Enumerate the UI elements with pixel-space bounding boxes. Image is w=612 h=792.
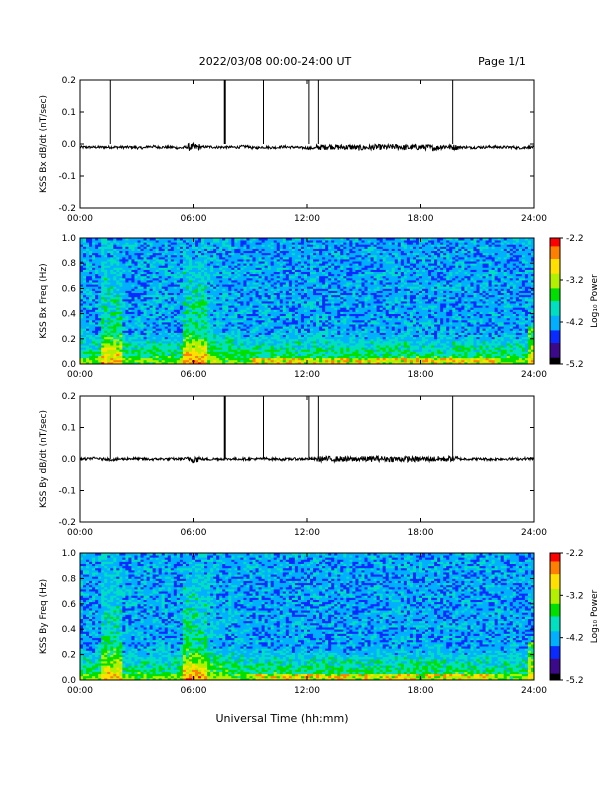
data-trace — [79, 141, 535, 152]
x-tick-label: 12:00 — [294, 214, 320, 224]
plot-frame — [79, 79, 535, 209]
x-axis-label: Universal Time (hh:mm) — [216, 712, 349, 725]
panel-1: 0.2 0.1 0.0 -0.1 -0.200:00 06:00 12:00 18:00 24:… — [39, 76, 547, 224]
y-tick-label: 0.6 — [62, 600, 77, 610]
x-tick-label: 12:00 — [294, 528, 320, 538]
colorbar-tick-label: -5.2 — [566, 360, 584, 370]
x-tick-label: 24:00 — [521, 528, 547, 538]
x-tick-label: 00:00 — [67, 370, 93, 380]
x-tick-label: 18:00 — [408, 370, 434, 380]
y-axis-label: KSS By dB/dt (nT/sec) — [39, 410, 49, 508]
x-tick-label: 18:00 — [408, 686, 434, 696]
y-tick-label: 0.0 — [62, 140, 77, 150]
page-indicator: Page 1/1 — [478, 55, 526, 68]
y-tick-label: 0.0 — [62, 360, 77, 370]
colorbar-tick-label: -4.2 — [566, 634, 584, 644]
x-tick-label: 00:00 — [67, 686, 93, 696]
colorbar-tick-label: -2.2 — [566, 234, 584, 244]
y-tick-label: 0.2 — [62, 335, 76, 345]
y-axis-label: KSS Bx Freq (Hz) — [39, 263, 49, 338]
y-tick-label: 0.2 — [62, 392, 76, 402]
panel-2: -2.2 -3.2 -4.2 -5.2 Log₁₀ Power 1.0 0.8 0.6 0.4 0… — [39, 234, 600, 380]
y-tick-label: 0.2 — [62, 651, 76, 661]
y-tick-label: 0.2 — [62, 76, 76, 86]
x-tick-label: 12:00 — [294, 370, 320, 380]
colorbar-tick-label: -2.2 — [566, 549, 584, 559]
x-tick-label: 06:00 — [181, 214, 207, 224]
data-trace — [79, 454, 535, 464]
x-tick-label: 24:00 — [521, 214, 547, 224]
y-tick-label: 1.0 — [62, 234, 77, 244]
y-tick-label: 0.1 — [62, 108, 76, 118]
x-tick-label: 12:00 — [294, 686, 320, 696]
chart-title: 2022/03/08 00:00-24:00 UT — [199, 55, 352, 68]
colorbar-tick-label: -3.2 — [566, 276, 584, 286]
x-tick-label: 24:00 — [521, 370, 547, 380]
colorbar-tick-label: -4.2 — [566, 318, 584, 328]
y-tick-label: -0.2 — [58, 204, 76, 214]
x-tick-label: 06:00 — [181, 528, 207, 538]
y-axis-label: KSS By Freq (Hz) — [39, 579, 49, 654]
colorbar-tick-label: -5.2 — [566, 676, 584, 686]
colorbar: -2.2 -3.2 -4.2 -5.2 Log₁₀ Power — [549, 234, 600, 370]
y-tick-label: 0.4 — [62, 625, 77, 635]
y-tick-label: -0.1 — [58, 487, 76, 497]
y-tick-label: 0.1 — [62, 424, 76, 434]
y-tick-label: 0.0 — [62, 455, 77, 465]
x-tick-label: 18:00 — [408, 214, 434, 224]
panel-3: 0.2 0.1 0.0 -0.1 -0.200:00 06:00 12:00 18:00 24:… — [39, 392, 547, 538]
colorbar-label: Log₁₀ Power — [590, 590, 600, 644]
y-tick-label: 1.0 — [62, 549, 77, 559]
y-tick-label: 0.6 — [62, 284, 77, 294]
x-tick-label: 06:00 — [181, 370, 207, 380]
x-tick-label: 24:00 — [521, 686, 547, 696]
x-tick-label: 06:00 — [181, 686, 207, 696]
y-tick-label: 0.8 — [62, 574, 77, 584]
colorbar-label: Log₁₀ Power — [590, 274, 600, 328]
x-tick-label: 00:00 — [67, 214, 93, 224]
x-tick-label: 00:00 — [67, 528, 93, 538]
y-axis-label: KSS Bx dB/dt (nT/sec) — [39, 95, 49, 193]
spectrogram-cells — [80, 553, 535, 681]
colorbar-tick-label: -3.2 — [566, 591, 584, 601]
panel-4: -2.2 -3.2 -4.2 -5.2 Log₁₀ Power 1.0 0.8 0.6 0.4 0… — [39, 549, 600, 696]
y-tick-label: 0.0 — [62, 676, 77, 686]
spectrogram-cells — [80, 238, 535, 365]
colorbar: -2.2 -3.2 -4.2 -5.2 Log₁₀ Power — [549, 549, 600, 686]
x-tick-label: 18:00 — [408, 528, 434, 538]
y-tick-label: -0.1 — [58, 172, 76, 182]
y-tick-label: 0.4 — [62, 310, 77, 320]
y-tick-label: -0.2 — [58, 518, 76, 528]
y-tick-label: 0.8 — [62, 259, 77, 269]
